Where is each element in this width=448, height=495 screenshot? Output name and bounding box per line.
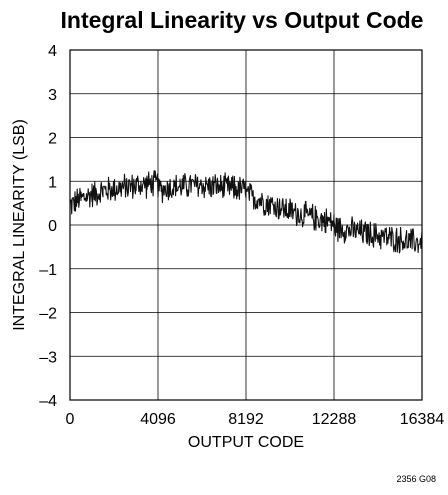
y-tick-label: 3 bbox=[48, 87, 57, 104]
series-1 bbox=[69, 169, 423, 254]
y-tick-label: –2 bbox=[39, 306, 57, 323]
x-tick-labels: 0 4096 8192 12288 16384 bbox=[66, 411, 445, 428]
grid bbox=[69, 49, 423, 401]
chart-title: Integral Linearity vs Output Code bbox=[61, 7, 424, 33]
x-tick-label: 12288 bbox=[312, 411, 357, 428]
x-tick-label: 4096 bbox=[140, 411, 176, 428]
y-tick-label: –1 bbox=[39, 262, 57, 279]
y-tick-label: 0 bbox=[48, 218, 57, 235]
y-tick-label: 4 bbox=[48, 43, 57, 60]
figure-id: 2356 G08 bbox=[396, 474, 436, 484]
x-tick-label: 16384 bbox=[400, 411, 445, 428]
y-tick-label: –4 bbox=[39, 393, 57, 410]
x-axis-label: OUTPUT CODE bbox=[188, 434, 304, 451]
y-tick-label: –3 bbox=[39, 349, 57, 366]
inl-trace bbox=[69, 169, 423, 254]
y-axis-label: INTEGRAL LINEARITY (LSB) bbox=[11, 119, 28, 331]
y-tick-label: 2 bbox=[48, 131, 57, 148]
x-tick-label: 0 bbox=[66, 411, 75, 428]
plot-frame bbox=[69, 49, 423, 401]
y-tick-label: 1 bbox=[48, 174, 57, 191]
x-tick-label: 8192 bbox=[228, 411, 264, 428]
y-tick-labels: 4 3 2 1 0 –1 –2 –3 –4 bbox=[39, 43, 57, 410]
